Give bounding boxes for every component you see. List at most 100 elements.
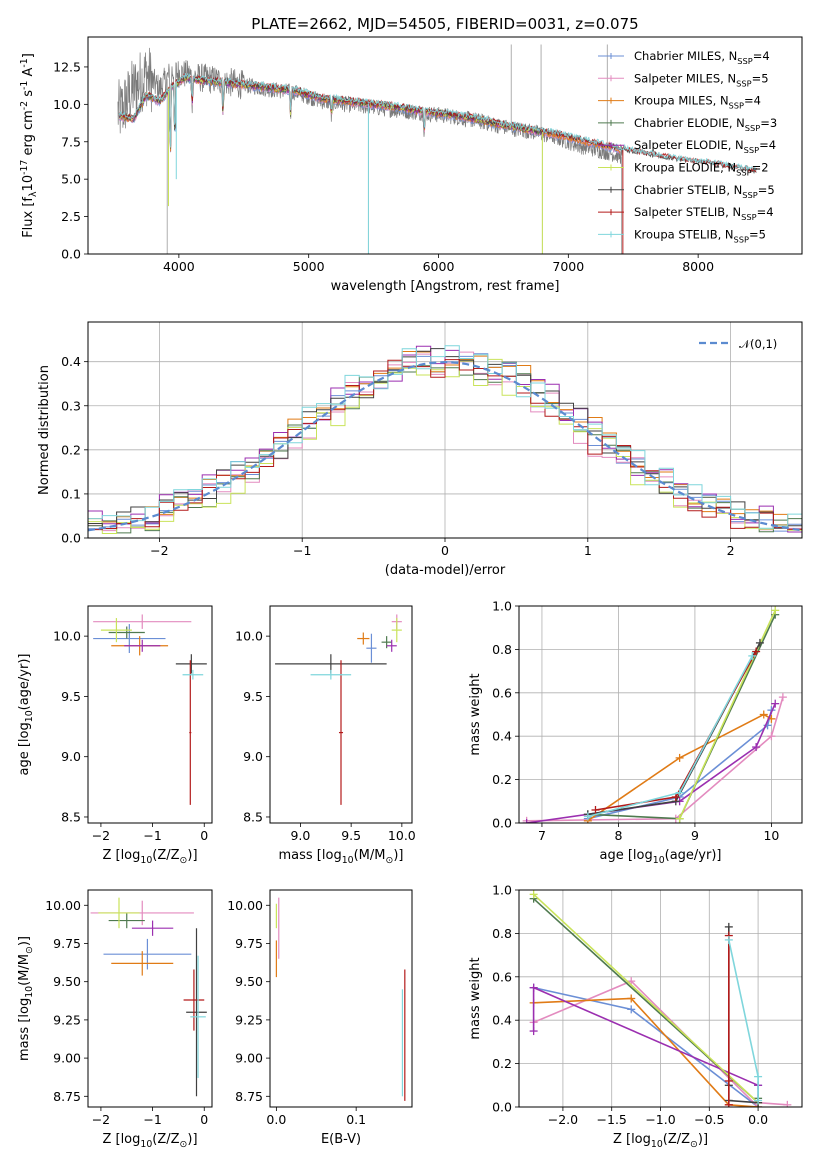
label-fragment: =2: [752, 161, 769, 175]
errorbar-salpeter-elodie: [131, 920, 174, 936]
x-tick-label: 7: [538, 828, 546, 843]
axes-mass-vs-EBV: 0.0 0.1 8.75 9.00 9.25 9.50 9.75 10.00 E(B-V): [227, 889, 413, 1147]
y-axis-label: Flux [fλ10-17 erg cm-2 s-1 A-1]: [19, 53, 39, 238]
label-fragment: erg cm: [21, 110, 36, 159]
errorbar-chabrier-elodie: [108, 626, 145, 639]
label-fragment: =4: [753, 49, 770, 63]
y-tick-label: 0.4: [61, 354, 81, 369]
label-fragment: age [log: [600, 848, 653, 863]
label-fragment: )]: [17, 936, 32, 946]
y-tick-label: 0.6: [492, 685, 512, 700]
x-axis-label: wavelength [Angstrom, rest frame]: [331, 279, 560, 294]
label-fragment: Flux [f: [21, 197, 36, 238]
label-fragment: Salpeter ELODIE, N: [634, 138, 744, 152]
label-fragment: mass weight: [468, 673, 483, 755]
x-tick-label: −1.0: [645, 1112, 675, 1127]
x-tick-label: 9.5: [341, 828, 361, 843]
x-tick-label: 1: [584, 543, 592, 558]
label-fragment: Z [log: [102, 1132, 140, 1147]
axes-frame: [87, 889, 213, 1108]
errorbar-kroupa-elodie: [391, 618, 402, 643]
series-chabrier-miles: [529, 983, 763, 1107]
x-tick-label: 8: [614, 828, 622, 843]
label-fragment: ⊙: [180, 1139, 188, 1150]
y-tick-label: 10.0: [235, 629, 263, 644]
label-fragment: Salpeter MILES, N: [634, 71, 736, 85]
x-tick-label: 10.0: [388, 828, 416, 843]
y-tick-label: 0.4: [492, 1013, 512, 1028]
legend-label: Kroupa ELODIE, NSSP=2: [634, 161, 769, 178]
label-fragment: mass weight: [468, 957, 483, 1039]
y-tick-label: 0.0: [492, 816, 512, 831]
label-fragment: =4: [744, 94, 761, 108]
y-tick-label: 7.5: [61, 134, 81, 149]
axes-age-vs-mass: 9.0 9.5 10.0 8.5 9.0 9.5 10.0 mass [log10(M/M⊙)…: [235, 605, 416, 866]
axes-frame: [518, 889, 803, 1108]
label-fragment: 10: [342, 855, 354, 866]
label-fragment: ⊙: [180, 855, 188, 866]
plot-area: [117, 44, 757, 254]
label-fragment: ]: [21, 53, 36, 58]
x-tick-label: 0.0: [266, 1112, 286, 1127]
y-tick-label: 10.00: [45, 898, 81, 913]
model-spectrum-kroupa-miles: [118, 75, 621, 154]
x-tick-label: 0.1: [346, 1112, 366, 1127]
label-fragment: Chabrier STELIB, N: [634, 183, 742, 197]
errorbar-chabrier-miles: [103, 938, 192, 970]
y-tick-label: 9.0: [243, 749, 263, 764]
label-fragment: )]: [187, 848, 197, 863]
model-spectrum-kroupa-stelib: [118, 72, 757, 171]
legend-label: 𝒩(0,1): [739, 337, 777, 351]
label-fragment: 10: [140, 1139, 152, 1150]
x-tick-label: 10: [763, 828, 779, 843]
label-fragment: =5: [752, 71, 769, 85]
series-line: [727, 926, 759, 1104]
legend-label: Salpeter MILES, NSSP=5: [634, 71, 769, 88]
label-fragment: (Z/Z: [152, 848, 179, 863]
axes-residuals: −2 −1 0 1 2 0.0 0.1 0.2 0.3 0.4 (data-model)/error…: [37, 321, 803, 578]
label-fragment: Kroupa STELIB, N: [634, 227, 734, 241]
label-fragment: ⊙: [690, 1139, 698, 1150]
x-tick-label: 9.0: [290, 828, 310, 843]
legend-label: Chabrier STELIB, NSSP=5: [634, 183, 775, 200]
plot-area: [275, 897, 406, 1101]
label-fragment: SSP: [736, 78, 751, 88]
label-fragment: )]: [393, 848, 403, 863]
label-fragment: Kroupa ELODIE, N: [634, 161, 736, 175]
label-fragment: SSP: [744, 145, 759, 155]
label-fragment: SSP: [729, 101, 744, 111]
x-axis-label: E(B-V): [321, 1132, 361, 1147]
axes-frame: [518, 605, 803, 824]
label-fragment: SSP: [741, 212, 756, 222]
label-fragment: (age/yr)]: [17, 654, 32, 711]
label-fragment: -1: [19, 81, 30, 90]
y-tick-label: 9.25: [53, 1012, 81, 1027]
y-axis-label: mass [log10(M/M⊙)]: [17, 936, 35, 1061]
label-fragment: =5: [758, 183, 775, 197]
x-tick-label: −1: [293, 543, 311, 558]
label-fragment: (M/M: [354, 848, 386, 863]
x-tick-label: 0.0: [748, 1112, 768, 1127]
label-fragment: Chabrier MILES, N: [634, 49, 737, 63]
y-axis-label: Normed distribution: [37, 365, 52, 495]
label-fragment: SSP: [742, 190, 757, 200]
x-tick-label: 0: [200, 1112, 208, 1127]
y-tick-label: 10.0: [53, 629, 81, 644]
errorbar-chabrier-elodie: [108, 912, 145, 929]
y-tick-label: 0.2: [61, 442, 81, 457]
label-fragment: -2: [19, 101, 30, 110]
x-tick-label: −2: [92, 1112, 110, 1127]
x-tick-label: 6000: [423, 259, 455, 274]
y-tick-label: 9.00: [53, 1051, 81, 1066]
y-axis-label: mass weight: [468, 957, 483, 1039]
axes-mass-weight-vs-Z: −2.0 −1.5 −1.0 −0.5 0.0 0.0 0.2 0.4 0.6 0.8 1.0 Z […: [468, 883, 803, 1150]
histogram-salpeter-stelib: [88, 359, 802, 531]
plot-area: [519, 606, 802, 823]
label-fragment: 10: [651, 1139, 663, 1150]
x-tick-label: −0.5: [694, 1112, 724, 1127]
x-tick-label: 9: [691, 828, 699, 843]
y-tick-label: 8.75: [235, 1089, 263, 1104]
series-kroupa-stelib: [583, 651, 757, 821]
